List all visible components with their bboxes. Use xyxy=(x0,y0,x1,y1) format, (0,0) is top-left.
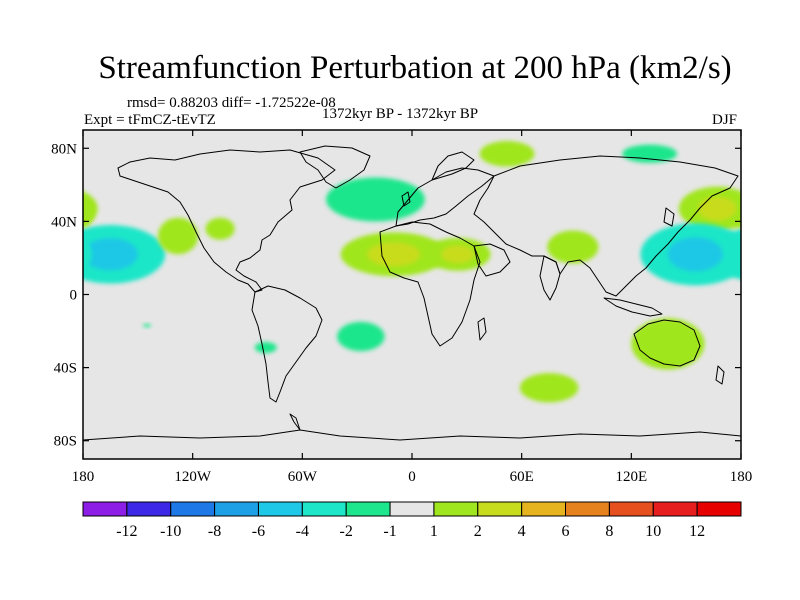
y-axis: 80N 40N 0 40S 80S xyxy=(51,141,741,450)
anomaly-core-10 xyxy=(441,245,475,264)
colorbar-box-13 xyxy=(652,501,698,517)
colorbar-box-1 xyxy=(126,501,172,517)
colorbar-box-5 xyxy=(301,501,347,517)
colorbar-label-1: -10 xyxy=(160,523,181,540)
y-tick-label-2: 0 xyxy=(70,288,78,304)
y-tick-label-3: 40S xyxy=(54,361,77,377)
x-tick-label-6: 180 xyxy=(730,469,753,485)
colorbar-box-8 xyxy=(433,501,479,517)
coastline-indonesia xyxy=(603,297,663,317)
anomaly-core-9 xyxy=(367,242,421,267)
colorbar-label-7: 1 xyxy=(430,523,438,540)
anomaly-blob-5 xyxy=(479,140,535,167)
coastline-madagascar xyxy=(477,317,487,341)
colorbar-label-2: -8 xyxy=(208,523,221,540)
period-label: 1372kyr BP - 1372kyr BP xyxy=(322,106,479,122)
anomaly-blob-2 xyxy=(157,217,199,255)
colorbar-box-14 xyxy=(696,501,742,517)
colorbar: -12 -10 -8 -6 -4 -2 -1 1 2 4 6 8 10 12 xyxy=(82,501,742,540)
x-tick-label-3: 0 xyxy=(408,469,416,485)
anomaly-core-7 xyxy=(698,196,737,221)
colorbar-label-13: 12 xyxy=(689,523,705,540)
anomaly-blob-3 xyxy=(205,217,235,240)
colorbar-box-2 xyxy=(170,501,216,517)
colorbar-box-6 xyxy=(345,501,391,517)
anomaly-blob-16 xyxy=(143,323,151,328)
coastline-africa xyxy=(379,221,481,347)
coastline-north-america xyxy=(117,149,336,293)
coastline-antarctica xyxy=(83,429,741,441)
colorbar-label-3: -6 xyxy=(252,523,265,540)
coastline-india xyxy=(539,255,561,301)
anomaly-blob-14 xyxy=(631,318,705,370)
anomaly-blob-13 xyxy=(254,342,277,353)
anomaly-blob-8-wrap xyxy=(83,237,93,272)
coastline-antarctic-peninsula xyxy=(289,413,301,431)
y-tick-label-4: 80S xyxy=(54,434,77,450)
anomaly-blob-12 xyxy=(337,321,385,352)
colorbar-label-6: -1 xyxy=(383,523,396,540)
x-tick-label-1: 120W xyxy=(174,469,212,485)
anomaly-blob-6 xyxy=(622,144,678,163)
y-tick-label-0: 80N xyxy=(51,141,77,157)
colorbar-label-4: -4 xyxy=(296,523,309,540)
coastline-britain xyxy=(401,191,411,207)
x-axis: 180 120W 60W 0 60E 120E 180 xyxy=(72,130,753,485)
colorbar-label-8: 2 xyxy=(474,523,482,540)
coastline-australia xyxy=(633,319,701,367)
chart-title: Streamfunction Perturbation at 200 hPa (… xyxy=(98,50,732,86)
colorbar-label-5: -2 xyxy=(340,523,353,540)
stats-label: rmsd= 0.88203 diff= -1.72522e-08 xyxy=(127,95,336,111)
colorbar-box-11 xyxy=(565,501,610,517)
colorbar-box-0 xyxy=(82,501,128,517)
colorbar-label-11: 8 xyxy=(605,523,613,540)
coastline-greenland xyxy=(299,145,371,189)
map-background xyxy=(83,130,741,459)
anomaly-blob-15 xyxy=(519,373,579,403)
experiment-label: Expt = tFmCZ-tEvTZ xyxy=(84,112,216,128)
x-tick-label-4: 60E xyxy=(510,469,534,485)
coastline-asia xyxy=(473,155,739,297)
coastlines xyxy=(83,145,741,441)
colorbar-box-3 xyxy=(214,501,259,517)
colorbar-box-12 xyxy=(608,501,654,517)
anomaly-blob-4 xyxy=(326,177,425,222)
season-label: DJF xyxy=(712,112,738,128)
colorbar-label-0: -12 xyxy=(116,523,137,540)
x-tick-label-0: 180 xyxy=(72,469,95,485)
anomaly-core-8 xyxy=(667,237,723,272)
anomaly-layer xyxy=(83,140,741,403)
coastline-south-america xyxy=(251,285,323,403)
x-tick-label-5: 120E xyxy=(615,469,647,485)
y-tick-label-1: 40N xyxy=(51,214,77,230)
coastline-japan xyxy=(663,207,675,227)
anomaly-blob-7-wrap xyxy=(83,191,98,226)
anomaly-core-0 xyxy=(83,238,138,271)
colorbar-box-9 xyxy=(477,501,523,517)
anomaly-blob-11 xyxy=(547,230,599,264)
colorbar-box-4 xyxy=(257,501,303,517)
colorbar-box-7 xyxy=(389,501,435,517)
colorbar-label-10: 6 xyxy=(562,523,570,540)
colorbar-box-10 xyxy=(521,501,567,517)
coastline-new-zealand xyxy=(715,365,725,385)
coastline-scandinavia xyxy=(431,151,475,181)
x-tick-label-2: 60W xyxy=(288,469,318,485)
coastline-arabia xyxy=(473,243,511,277)
colorbar-label-9: 4 xyxy=(518,523,526,540)
colorbar-label-12: 10 xyxy=(645,523,661,540)
